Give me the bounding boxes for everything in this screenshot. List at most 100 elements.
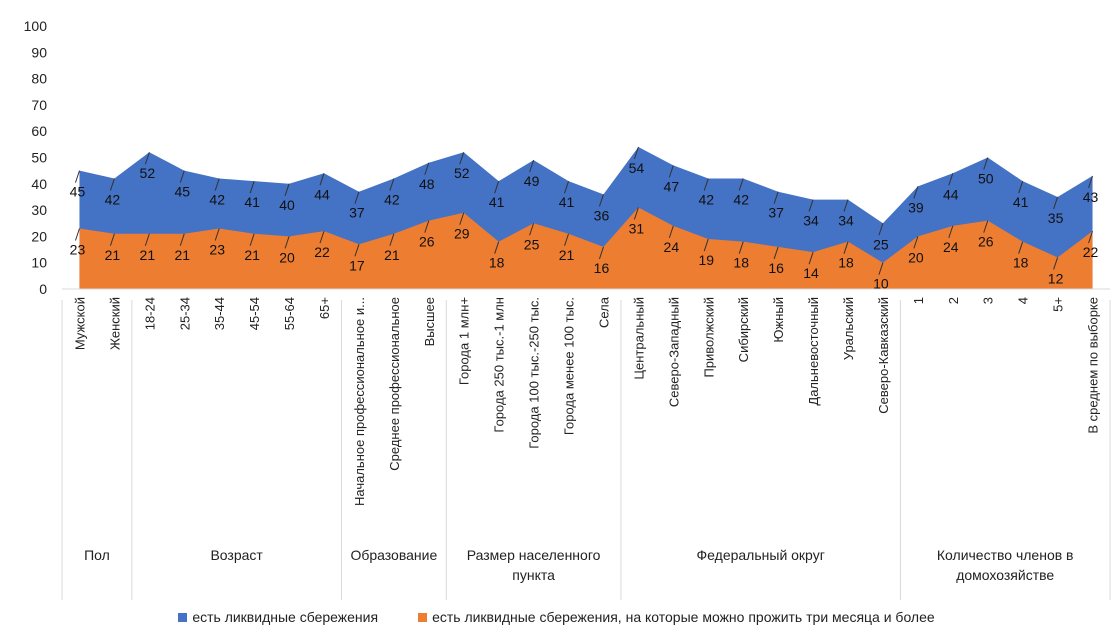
legend: есть ликвидные сбережения есть ликвидные… <box>0 607 1113 627</box>
data-label-leader <box>284 236 290 249</box>
category-label: 2 <box>946 297 961 304</box>
data-label-leader <box>1088 230 1094 244</box>
data-label: 42 <box>105 192 121 208</box>
data-label-leader <box>389 233 395 246</box>
data-label-leader <box>529 223 535 236</box>
category-label: В среднем по выборке <box>1086 297 1101 434</box>
data-label: 16 <box>768 260 784 276</box>
data-label-leader <box>598 194 604 207</box>
data-label: 42 <box>384 192 400 208</box>
data-label: 41 <box>559 194 575 210</box>
data-label-leader <box>249 233 255 246</box>
data-label-leader <box>703 178 709 191</box>
data-label-leader <box>808 252 814 265</box>
area-series-2 <box>79 207 1093 289</box>
data-label: 36 <box>594 207 610 223</box>
data-label: 40 <box>279 197 295 213</box>
y-tick-label: 80 <box>31 71 47 87</box>
data-label: 21 <box>174 247 190 263</box>
data-label-leader <box>878 262 884 275</box>
data-label: 23 <box>70 242 86 258</box>
data-label-leader <box>564 233 570 246</box>
category-label: 3 <box>981 297 996 304</box>
group-label: Количество членов в <box>937 547 1074 563</box>
data-label: 52 <box>140 165 156 181</box>
category-label: 55-64 <box>282 297 297 330</box>
data-label: 12 <box>1048 270 1064 286</box>
data-label-leader <box>214 178 220 191</box>
legend-item-series1: есть ликвидные сбережения <box>178 607 378 627</box>
data-label: 18 <box>838 255 854 271</box>
data-label-leader <box>738 241 744 254</box>
data-label-leader <box>389 178 395 191</box>
category-label: Начальное профессиональное и... <box>352 297 367 506</box>
group-label: Размер населенного <box>467 547 601 563</box>
data-label: 34 <box>838 213 854 229</box>
data-label-leader <box>878 223 884 236</box>
data-label: 44 <box>943 186 959 202</box>
data-label-leader <box>319 173 325 186</box>
data-label: 42 <box>733 192 749 208</box>
group-label: Пол <box>84 547 110 563</box>
data-label: 21 <box>140 247 156 263</box>
data-label-leader <box>948 225 954 239</box>
data-label-leader <box>773 246 779 260</box>
data-label-leader <box>913 236 919 249</box>
y-tick-label: 30 <box>31 202 47 218</box>
data-label-leader <box>424 162 430 175</box>
data-label-leader <box>843 241 849 254</box>
data-label-leader <box>179 233 185 246</box>
data-label: 17 <box>349 257 365 273</box>
data-label: 39 <box>908 199 924 215</box>
data-label-leader <box>354 191 360 204</box>
data-label-leader <box>564 181 570 194</box>
y-tick-label: 10 <box>31 255 47 271</box>
data-label: 41 <box>244 194 260 210</box>
data-label-leader <box>948 173 954 186</box>
data-label-leader <box>494 241 500 254</box>
data-label-leader <box>214 228 220 241</box>
group-label: Федеральный округ <box>697 547 825 563</box>
data-label-leader <box>913 186 919 199</box>
group-label: домохозяйстве <box>956 567 1054 583</box>
category-label: 45-54 <box>247 297 262 330</box>
y-tick-label: 100 <box>24 18 48 34</box>
data-label: 29 <box>454 226 470 242</box>
data-label: 21 <box>384 247 400 263</box>
category-label: Уральский <box>841 297 856 360</box>
data-label: 18 <box>1013 255 1029 271</box>
data-label: 37 <box>768 205 784 221</box>
data-label: 19 <box>698 252 714 268</box>
data-label: 35 <box>1048 210 1064 226</box>
data-label: 42 <box>698 192 714 208</box>
category-label: 65+ <box>317 297 332 319</box>
data-label-leader <box>529 159 535 173</box>
data-label-leader <box>1018 181 1024 194</box>
legend-swatch-series2 <box>418 612 428 622</box>
data-label: 42 <box>209 192 225 208</box>
data-label: 25 <box>873 236 889 252</box>
category-label: Города 1 млн+ <box>457 297 472 385</box>
category-label: 1 <box>911 297 926 304</box>
data-label: 43 <box>1083 189 1099 205</box>
category-label: Города менее 100 тыс. <box>562 297 577 435</box>
legend-item-series2: есть ликвидные сбережения, на которые мо… <box>418 607 935 627</box>
category-label: Женский <box>107 297 122 350</box>
data-label-leader <box>983 220 989 233</box>
data-label-leader <box>354 244 360 257</box>
data-label-leader <box>459 152 465 165</box>
data-label: 26 <box>419 234 435 250</box>
data-label: 22 <box>1083 244 1099 260</box>
data-label: 18 <box>733 255 749 271</box>
category-label: Центральный <box>631 297 646 380</box>
data-label: 41 <box>489 194 505 210</box>
data-label: 10 <box>873 276 889 292</box>
category-label: Северо-Западный <box>666 297 681 407</box>
data-label: 24 <box>943 239 959 255</box>
data-label: 45 <box>174 184 190 200</box>
category-label: Приволжский <box>701 297 716 378</box>
data-label-leader <box>703 238 709 252</box>
data-label-leader <box>1053 196 1059 210</box>
data-label: 52 <box>454 165 470 181</box>
